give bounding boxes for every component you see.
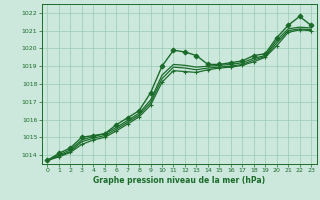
X-axis label: Graphe pression niveau de la mer (hPa): Graphe pression niveau de la mer (hPa) — [93, 176, 265, 185]
